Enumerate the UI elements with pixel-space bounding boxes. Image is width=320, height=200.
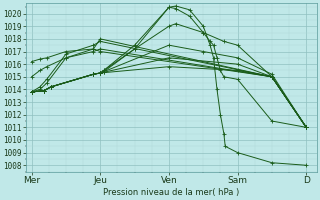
X-axis label: Pression niveau de la mer( hPa ): Pression niveau de la mer( hPa ) — [103, 188, 239, 197]
